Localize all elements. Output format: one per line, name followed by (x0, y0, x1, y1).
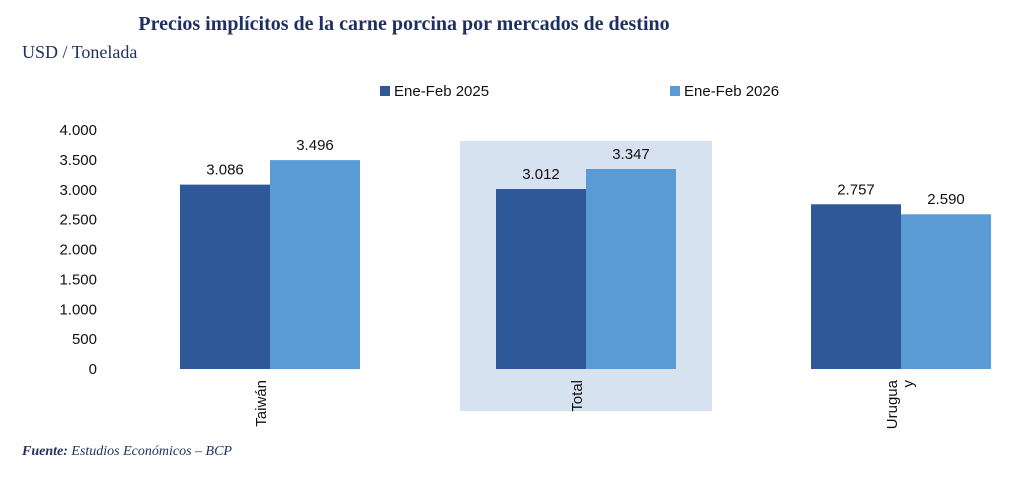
y-tick-label-7: 3.500 (59, 152, 97, 169)
bar-1-0 (496, 189, 586, 369)
category-label-0: Taiwán (253, 380, 270, 427)
data-label-1-1: 3.347 (612, 146, 650, 163)
y-tick-label-5: 2.500 (59, 212, 97, 229)
legend-swatch-1 (670, 86, 680, 96)
y-axis: 0 500 1.000 1.500 2.000 2.500 3.000 3.500 4.000 (59, 122, 97, 378)
legend: Ene-Feb 2025 Ene-Feb 2026 (380, 83, 779, 100)
y-tick-label-1: 500 (72, 331, 97, 348)
y-tick-label-6: 3.000 (59, 182, 97, 199)
y-tick-label-0: 0 (89, 361, 97, 378)
x-axis-labels: Taiwán Total Uruguay (253, 379, 917, 429)
y-tick-label-8: 4.000 (59, 122, 97, 139)
bar-2-1 (901, 214, 991, 369)
chart-subtitle: USD / Tonelada (22, 42, 137, 62)
bar-1-1 (586, 169, 676, 369)
legend-label-1: Ene-Feb 2026 (684, 83, 779, 100)
bars (180, 160, 991, 369)
chart-title: Precios implícitos de la carne porcina p… (138, 13, 669, 35)
bar-0-1 (270, 160, 360, 369)
data-label-2-1: 2.590 (927, 191, 965, 208)
legend-swatch-0 (380, 86, 390, 96)
category-label-1: Total (569, 380, 586, 412)
legend-label-0: Ene-Feb 2025 (394, 83, 489, 100)
y-tick-label-2: 1.000 (59, 301, 97, 318)
data-label-0-0: 3.086 (206, 162, 244, 179)
y-tick-label-3: 1.500 (59, 271, 97, 288)
data-label-2-0: 2.757 (837, 181, 875, 198)
source-note: Fuente: Estudios Económicos – BCP (21, 444, 232, 459)
source-text: Estudios Económicos – BCP (68, 444, 233, 459)
data-label-1-0: 3.012 (522, 166, 560, 183)
data-label-0-1: 3.496 (296, 137, 334, 154)
data-labels: 3.086 3.496 3.012 3.347 2.757 2.590 (206, 137, 965, 208)
bar-2-0 (811, 204, 901, 369)
source-label: Fuente: (21, 444, 68, 459)
y-tick-label-4: 2.000 (59, 242, 97, 259)
category-label-2: Uruguay (884, 379, 917, 429)
bar-0-0 (180, 184, 270, 369)
